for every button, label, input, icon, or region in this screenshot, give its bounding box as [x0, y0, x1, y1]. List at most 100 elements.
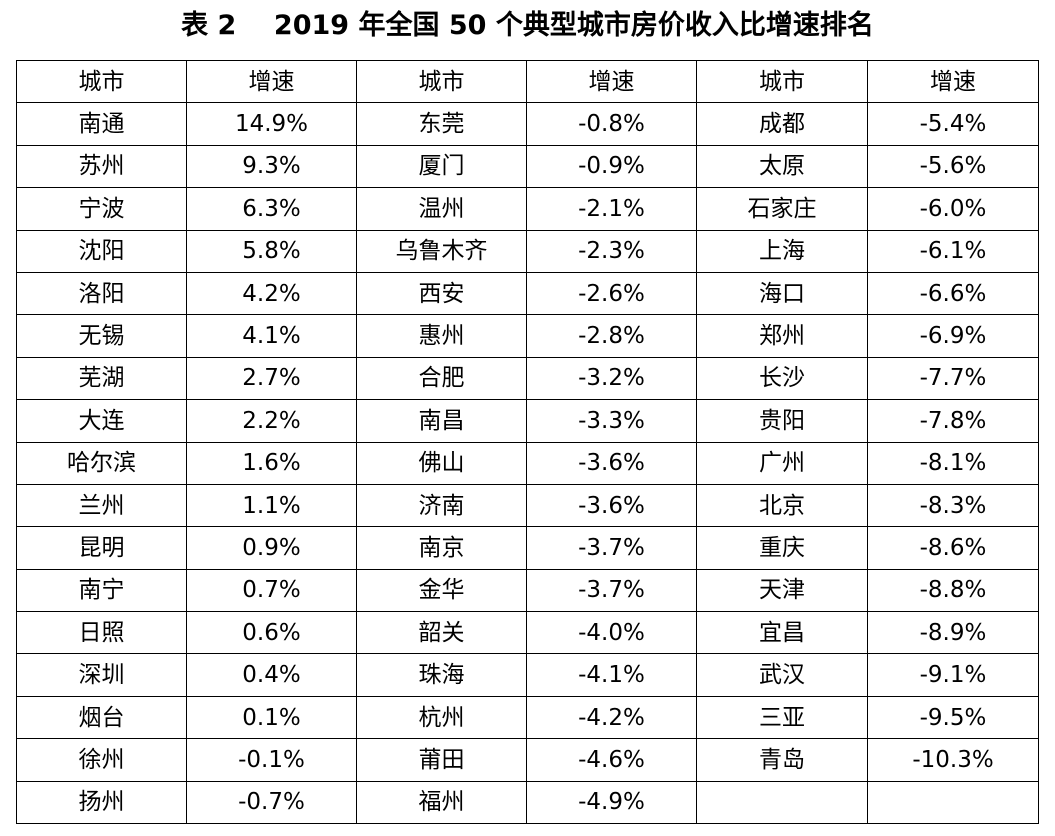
- city-cell: 深圳: [16, 653, 187, 697]
- growth-cell: -5.4%: [867, 102, 1039, 146]
- growth-cell: -3.7%: [526, 568, 697, 613]
- city-cell: 温州: [356, 187, 527, 231]
- growth-cell: -4.6%: [526, 738, 697, 782]
- growth-cell: 2.2%: [186, 399, 357, 443]
- city-cell: 徐州: [16, 738, 187, 782]
- header-growth: 增速: [526, 59, 697, 104]
- growth-cell: -8.3%: [867, 483, 1039, 528]
- growth-cell: -4.1%: [526, 653, 697, 697]
- city-cell: 福州: [356, 780, 527, 825]
- city-cell: 西安: [356, 271, 527, 316]
- header-city: 城市: [356, 59, 527, 104]
- growth-cell: -8.6%: [867, 526, 1039, 570]
- table-row: 扬州 -0.7% 福州 -4.9%: [16, 780, 1039, 825]
- city-cell: 大连: [16, 399, 187, 443]
- city-cell: 杭州: [356, 695, 527, 740]
- table-row: 大连 2.2% 南昌 -3.3% 贵阳 -7.8%: [16, 399, 1039, 443]
- header-growth: 增速: [867, 59, 1039, 104]
- city-cell: 海口: [696, 271, 868, 316]
- growth-cell: -3.7%: [526, 526, 697, 570]
- city-cell: 长沙: [696, 356, 868, 401]
- city-cell: 郑州: [696, 314, 868, 358]
- growth-cell: 6.3%: [186, 187, 357, 231]
- growth-cell: -5.6%: [867, 144, 1039, 189]
- city-cell: 南昌: [356, 399, 527, 443]
- city-cell: 太原: [696, 144, 868, 189]
- table-row: 兰州 1.1% 济南 -3.6% 北京 -8.3%: [16, 483, 1039, 528]
- header-growth: 增速: [186, 59, 357, 104]
- growth-cell: -6.1%: [867, 229, 1039, 273]
- city-cell: 南通: [16, 102, 187, 146]
- growth-cell: 9.3%: [186, 144, 357, 189]
- growth-cell: 0.4%: [186, 653, 357, 697]
- city-cell: 厦门: [356, 144, 527, 189]
- city-cell: 济南: [356, 483, 527, 528]
- growth-cell: -3.6%: [526, 483, 697, 528]
- city-cell: 宁波: [16, 187, 187, 231]
- growth-cell: 5.8%: [186, 229, 357, 273]
- city-cell: 武汉: [696, 653, 868, 697]
- city-cell: 重庆: [696, 526, 868, 570]
- growth-cell: 1.6%: [186, 441, 357, 485]
- city-cell: 沈阳: [16, 229, 187, 273]
- growth-cell: 14.9%: [186, 102, 357, 146]
- header-row: 城市 增速 城市 增速 城市 增速: [16, 59, 1039, 104]
- growth-cell: -0.8%: [526, 102, 697, 146]
- city-cell: 金华: [356, 568, 527, 613]
- growth-cell: 4.1%: [186, 314, 357, 358]
- growth-cell: -9.5%: [867, 695, 1039, 740]
- table-row: 南宁 0.7% 金华 -3.7% 天津 -8.8%: [16, 568, 1039, 613]
- header-city: 城市: [696, 59, 868, 104]
- growth-cell: -8.9%: [867, 611, 1039, 655]
- city-cell: 乌鲁木齐: [356, 229, 527, 273]
- table-row: 苏州 9.3% 厦门 -0.9% 太原 -5.6%: [16, 144, 1039, 189]
- growth-cell: -0.7%: [186, 780, 357, 825]
- city-cell: 洛阳: [16, 271, 187, 316]
- growth-cell: -9.1%: [867, 653, 1039, 697]
- city-cell: 北京: [696, 483, 868, 528]
- growth-cell: -4.2%: [526, 695, 697, 740]
- city-cell: 南京: [356, 526, 527, 570]
- table-title: 表 2 2019 年全国 50 个典型城市房价收入比增速排名: [181, 10, 874, 41]
- table-row: 洛阳 4.2% 西安 -2.6% 海口 -6.6%: [16, 271, 1039, 316]
- table-row: 沈阳 5.8% 乌鲁木齐 -2.3% 上海 -6.1%: [16, 229, 1039, 273]
- city-cell: 天津: [696, 568, 868, 613]
- city-cell: 珠海: [356, 653, 527, 697]
- city-cell: 合肥: [356, 356, 527, 401]
- city-cell: 无锡: [16, 314, 187, 358]
- city-cell: 南宁: [16, 568, 187, 613]
- city-cell: 佛山: [356, 441, 527, 485]
- city-cell: 扬州: [16, 780, 187, 825]
- table-row: 日照 0.6% 韶关 -4.0% 宜昌 -8.9%: [16, 611, 1039, 655]
- growth-cell: 0.6%: [186, 611, 357, 655]
- table-row: 深圳 0.4% 珠海 -4.1% 武汉 -9.1%: [16, 653, 1039, 697]
- growth-cell: -4.0%: [526, 611, 697, 655]
- table-row: 宁波 6.3% 温州 -2.1% 石家庄 -6.0%: [16, 187, 1039, 231]
- growth-cell: -6.9%: [867, 314, 1039, 358]
- city-cell: 兰州: [16, 483, 187, 528]
- growth-cell: -0.1%: [186, 738, 357, 782]
- growth-cell: -10.3%: [867, 738, 1039, 782]
- growth-cell: -3.6%: [526, 441, 697, 485]
- city-cell: 惠州: [356, 314, 527, 358]
- growth-cell: -8.1%: [867, 441, 1039, 485]
- city-cell: [696, 780, 868, 825]
- table-row: 烟台 0.1% 杭州 -4.2% 三亚 -9.5%: [16, 695, 1039, 740]
- growth-cell: -2.6%: [526, 271, 697, 316]
- city-cell: 日照: [16, 611, 187, 655]
- growth-cell: -6.6%: [867, 271, 1039, 316]
- growth-cell: -7.8%: [867, 399, 1039, 443]
- growth-cell: 1.1%: [186, 483, 357, 528]
- table-row: 南通 14.9% 东莞 -0.8% 成都 -5.4%: [16, 102, 1039, 146]
- city-cell: 昆明: [16, 526, 187, 570]
- growth-cell: -0.9%: [526, 144, 697, 189]
- growth-cell: -7.7%: [867, 356, 1039, 401]
- city-cell: 上海: [696, 229, 868, 273]
- table-row: 芜湖 2.7% 合肥 -3.2% 长沙 -7.7%: [16, 356, 1039, 401]
- header-city: 城市: [16, 59, 187, 104]
- city-cell: 广州: [696, 441, 868, 485]
- city-cell: 哈尔滨: [16, 441, 187, 485]
- growth-cell: [867, 780, 1039, 825]
- city-cell: 石家庄: [696, 187, 868, 231]
- city-cell: 贵阳: [696, 399, 868, 443]
